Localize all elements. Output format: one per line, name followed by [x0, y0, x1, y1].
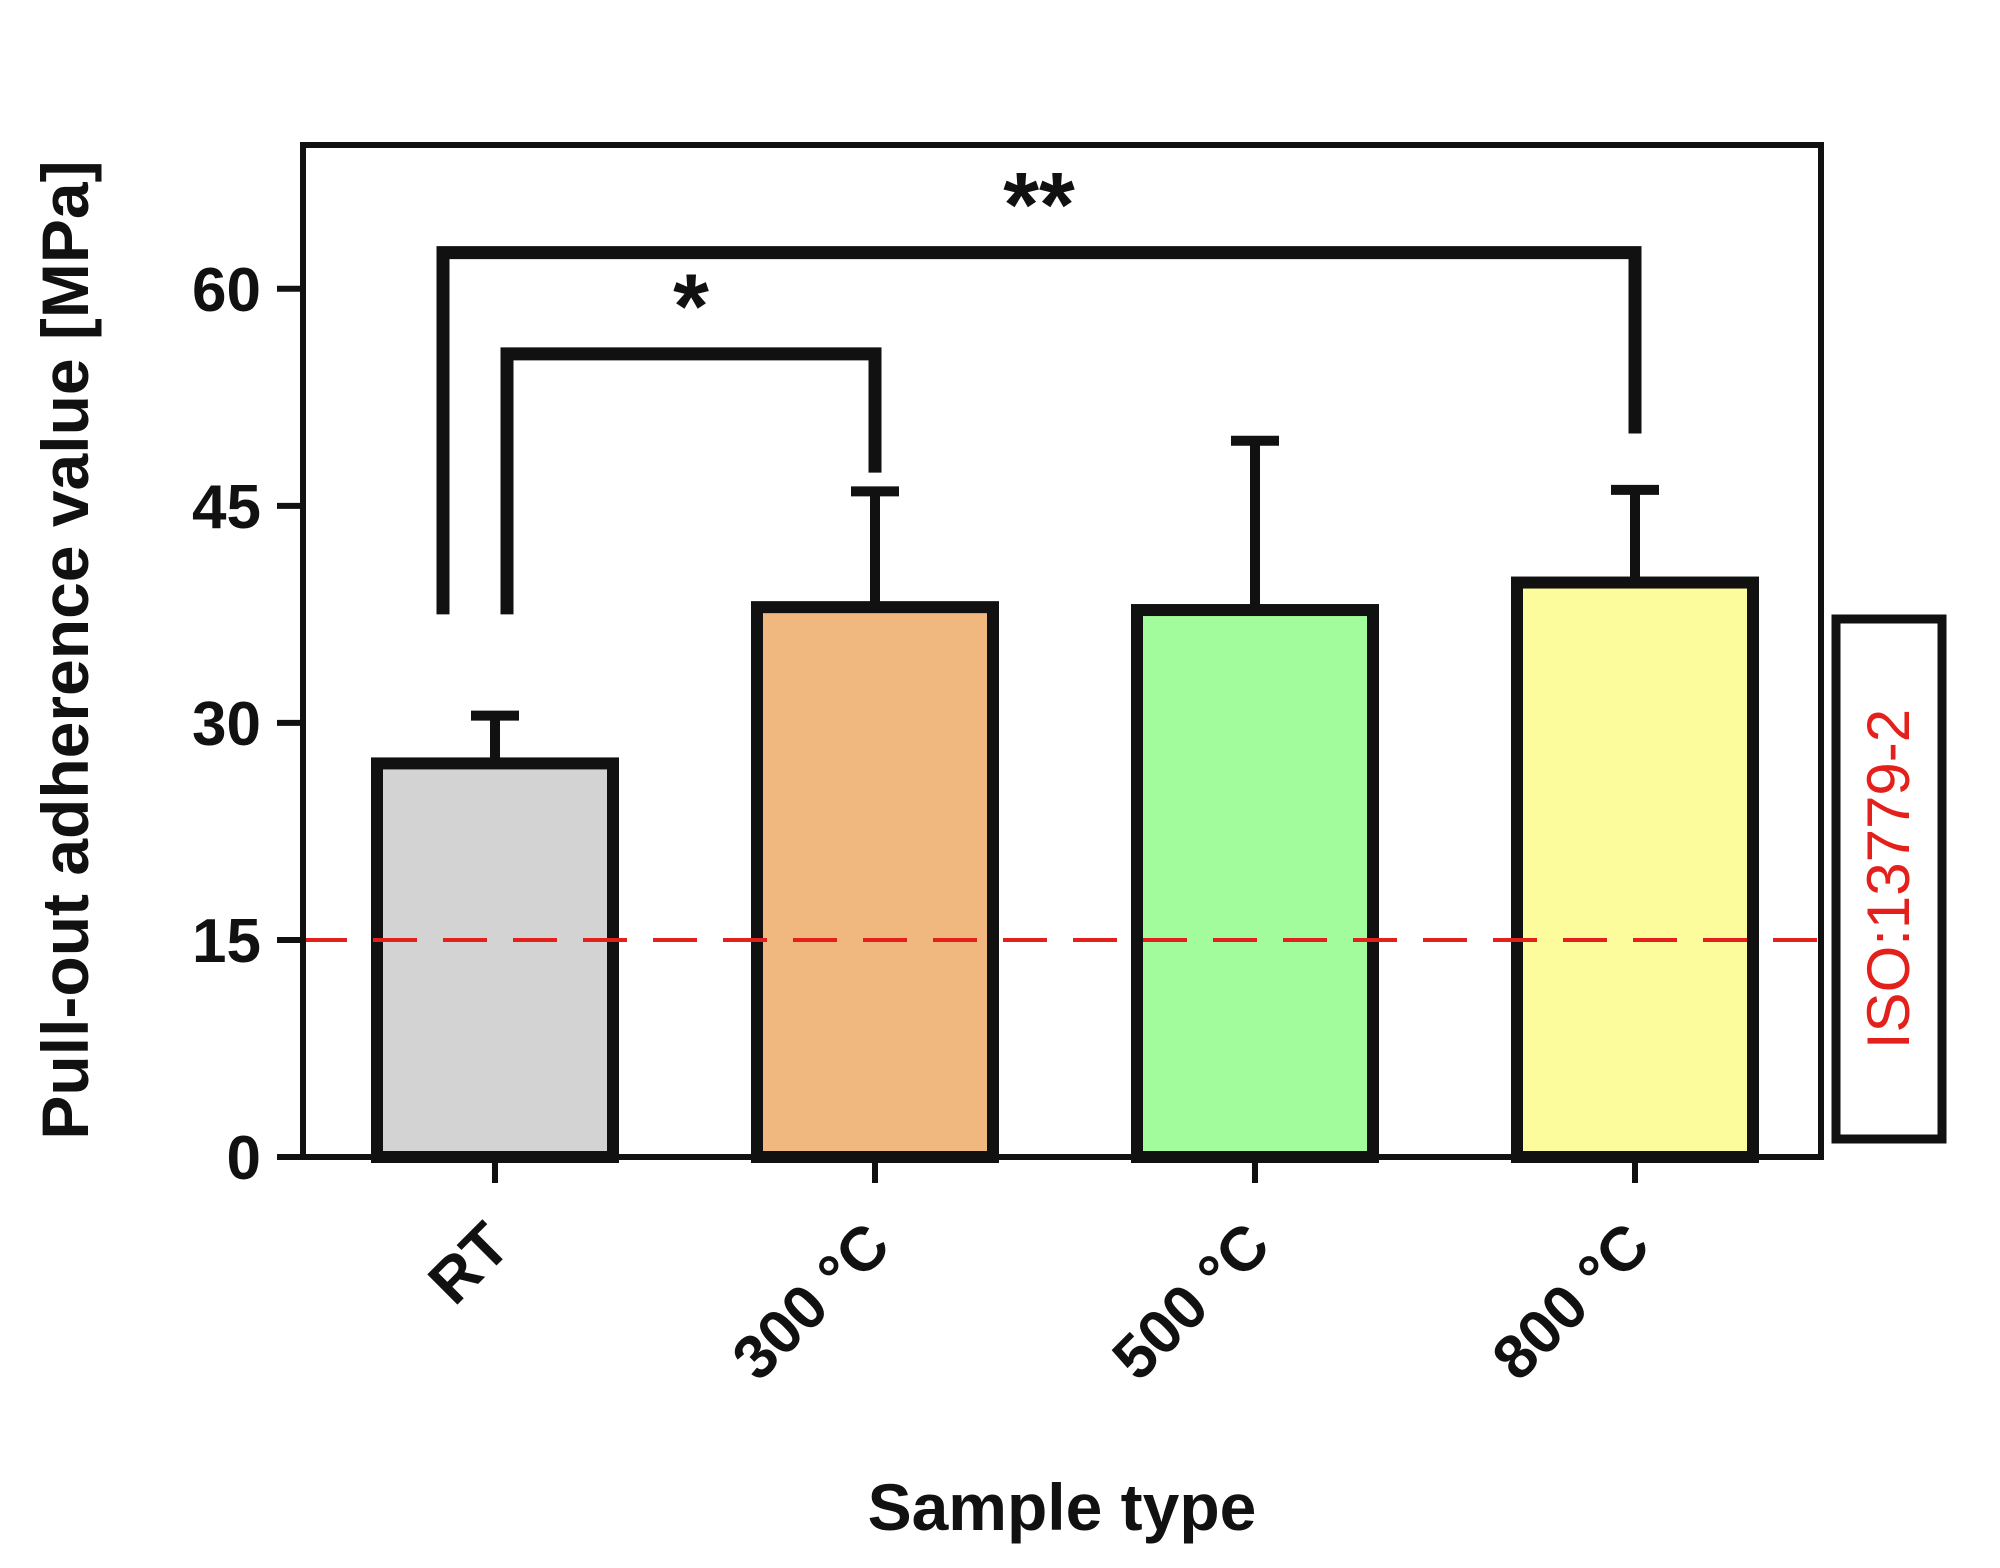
reference-label: ISO:13779-2	[1855, 709, 1922, 1049]
x-axis-title: Sample type	[868, 1470, 1257, 1544]
y-tick-label-15: 15	[192, 907, 261, 976]
bar-3	[1511, 576, 1759, 1163]
significance-bracket-1	[436, 246, 1642, 615]
x-tick-label-0: RT	[416, 1210, 523, 1317]
significance-label-1: **	[1003, 155, 1075, 257]
y-axis-title: Pull-out adherence value [MPa]	[28, 160, 102, 1139]
significance-label-0: *	[673, 256, 709, 358]
significance-bracket-0	[500, 347, 882, 615]
bar-1	[751, 601, 999, 1163]
y-tick-label-45: 45	[192, 473, 261, 542]
y-tick-label-0: 0	[227, 1124, 261, 1193]
reference-label-box	[1831, 614, 1947, 1144]
bar-2	[1131, 604, 1379, 1163]
bar-0	[371, 757, 619, 1164]
y-tick-label-60: 60	[192, 256, 261, 325]
x-tick-label-2: 500 °C	[1100, 1210, 1283, 1393]
y-tick-label-30: 30	[192, 690, 261, 759]
x-tick-label-1: 300 °C	[720, 1210, 903, 1393]
x-tick-label-3: 800 °C	[1480, 1210, 1663, 1393]
